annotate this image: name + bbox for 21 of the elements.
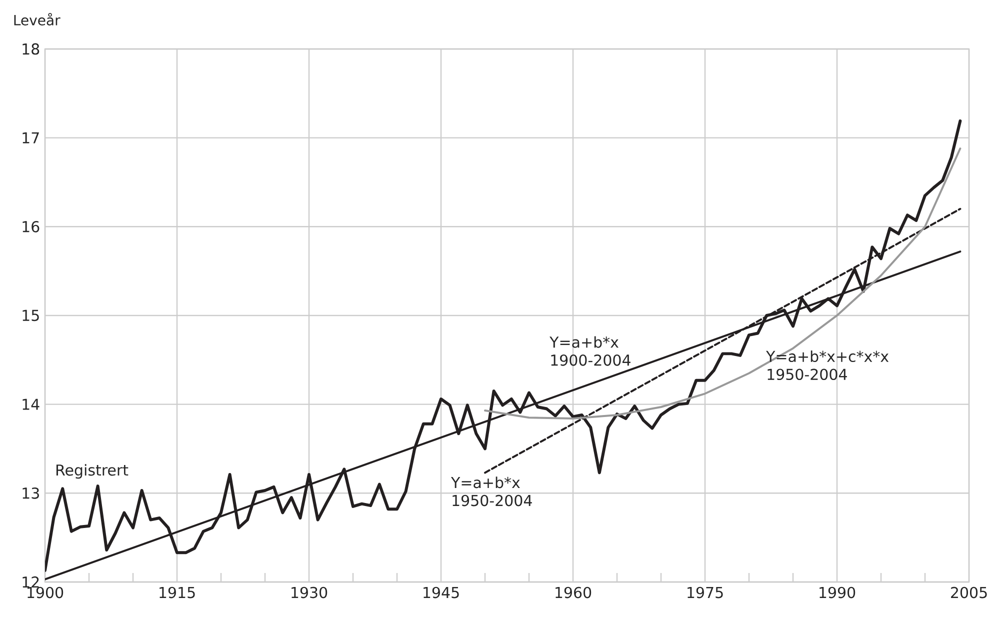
series-label: Registrert <box>56 464 128 479</box>
y-tick-label: 18 <box>22 43 40 55</box>
x-tick-label: 1975 <box>688 586 723 598</box>
y-tick-label: 17 <box>22 132 39 144</box>
x-tick-label: 1900 <box>28 586 64 598</box>
x-tick-label: 1915 <box>160 586 195 598</box>
y-axis-title: Leveår <box>14 12 60 26</box>
x-tick-label: 2005 <box>951 586 987 598</box>
x-tick-label: 1945 <box>424 586 459 598</box>
y-tick-label: 16 <box>22 220 40 232</box>
y-tick-label: 12 <box>22 576 39 588</box>
x-tick-label: 1960 <box>556 586 592 598</box>
y-tick-label: 14 <box>22 398 40 410</box>
x-tick-label: 1930 <box>292 586 328 598</box>
y-tick-label: 15 <box>22 310 39 322</box>
line-series <box>484 147 962 420</box>
y-tick-label: 13 <box>22 487 39 499</box>
x-tick-label: 1990 <box>820 586 856 598</box>
series-label: Y=a+b*x 1900-2004 <box>550 336 630 366</box>
series-label: Y=a+b*x 1950-2004 <box>450 476 532 506</box>
series-label: Y=a+b*x+c*x*x 1950-2004 <box>766 350 889 380</box>
